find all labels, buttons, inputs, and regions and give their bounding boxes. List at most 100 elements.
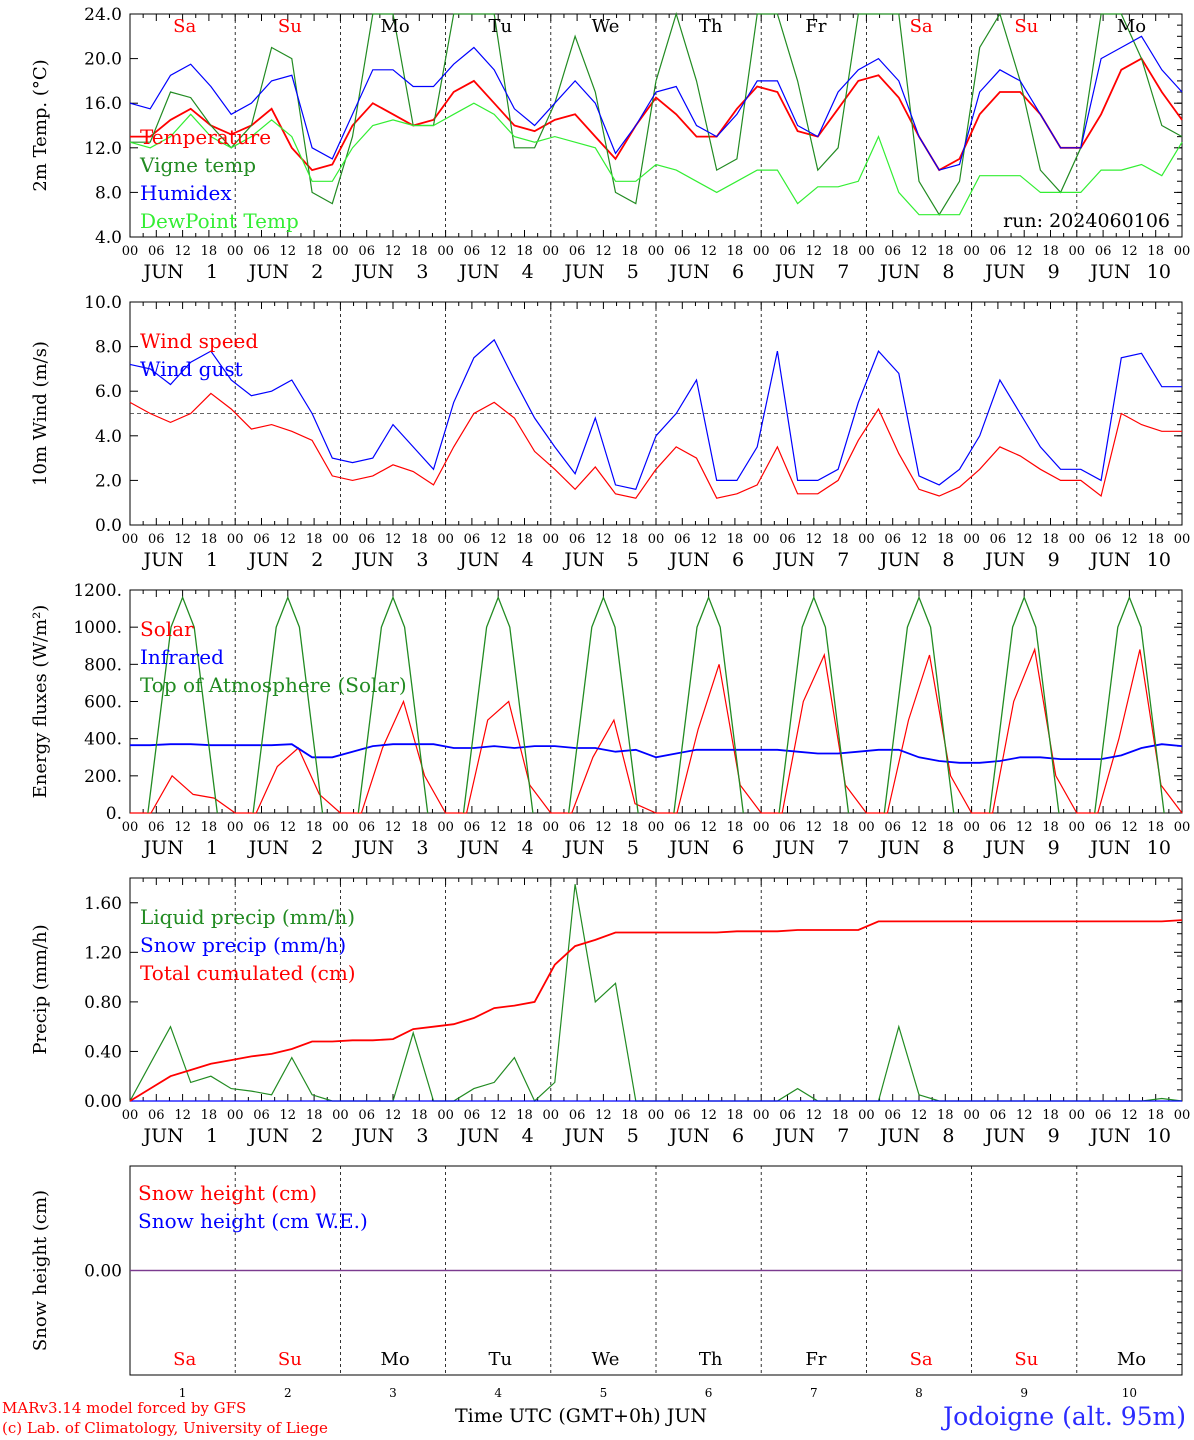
x-hour-label: 18 xyxy=(201,820,218,835)
x-hour-label: 18 xyxy=(201,244,218,259)
x-hour-label: 18 xyxy=(1147,1108,1164,1123)
x-month-label: JUN xyxy=(562,261,604,283)
x-day-label: 1 xyxy=(206,549,218,571)
y-tick-label: 12.0 xyxy=(84,139,122,159)
x-day-label: 8 xyxy=(942,261,954,283)
x-hour-label: 12 xyxy=(174,820,191,835)
x-hour-label: 12 xyxy=(595,1108,612,1123)
x-day-label: 2 xyxy=(311,261,323,283)
x-day-number: 4 xyxy=(494,1386,502,1400)
x-hour-label: 00 xyxy=(1174,1108,1191,1123)
legend-entry: Top of Atmosphere (Solar) xyxy=(140,673,407,697)
x-hour-label: 18 xyxy=(937,532,954,547)
x-hour-label: 00 xyxy=(648,1108,665,1123)
x-hour-label: 06 xyxy=(253,1108,270,1123)
y-tick-label: 0.00 xyxy=(84,1262,122,1282)
x-hour-label: 00 xyxy=(543,820,560,835)
x-hour-label: 00 xyxy=(648,532,665,547)
y-axis-label: Snow height (cm) xyxy=(30,1190,51,1351)
x-hour-label: 12 xyxy=(490,820,507,835)
panel-frame xyxy=(129,13,1183,238)
x-hour-label: 00 xyxy=(1069,532,1086,547)
x-hour-label: 06 xyxy=(253,820,270,835)
x-day-label: 10 xyxy=(1147,261,1171,283)
x-hour-label: 18 xyxy=(1147,820,1164,835)
legend-entry: Wind speed xyxy=(140,329,258,353)
series-toa-solar-day xyxy=(883,595,955,814)
x-month-label: JUN xyxy=(247,1125,289,1147)
x-day-label: 4 xyxy=(522,261,534,283)
weekday-label: Sa xyxy=(910,16,933,37)
x-hour-label: 12 xyxy=(174,1108,191,1123)
x-hour-label: 06 xyxy=(358,1108,375,1123)
x-hour-label: 18 xyxy=(411,244,428,259)
x-hour-label: 12 xyxy=(1016,532,1033,547)
x-hour-label: 12 xyxy=(911,1108,928,1123)
x-hour-label: 06 xyxy=(464,1108,481,1123)
model-credit: MARv3.14 model forced by GFS xyxy=(2,1399,247,1417)
series-toa-solar-day xyxy=(778,595,850,814)
weekday-label: Mo xyxy=(380,1349,409,1370)
legend-entry: Snow height (cm W.E.) xyxy=(138,1209,368,1233)
x-hour-label: 12 xyxy=(700,820,717,835)
x-hour-label: 12 xyxy=(911,532,928,547)
legend-entry: Solar xyxy=(140,617,194,641)
x-hour-label: 00 xyxy=(543,244,560,259)
y-tick-label: 24.0 xyxy=(84,5,122,25)
x-hour-label: 00 xyxy=(122,244,139,259)
x-hour-label: 06 xyxy=(884,532,901,547)
x-hour-label: 12 xyxy=(1016,820,1033,835)
weekday-label: We xyxy=(592,16,620,37)
x-hour-label: 06 xyxy=(569,532,586,547)
series-toa-solar-day xyxy=(673,595,744,814)
x-hour-label: 06 xyxy=(884,820,901,835)
x-day-label: 3 xyxy=(416,261,428,283)
y-tick-label: 0.0 xyxy=(95,516,122,536)
x-hour-label: 00 xyxy=(437,532,454,547)
x-hour-label: 06 xyxy=(569,820,586,835)
x-day-number: 2 xyxy=(284,1386,292,1400)
x-month-label: JUN xyxy=(1088,549,1130,571)
x-day-label: 2 xyxy=(311,1125,323,1147)
x-hour-label: 00 xyxy=(227,1108,244,1123)
weekday-label: Fr xyxy=(805,16,826,37)
x-hour-label: 00 xyxy=(753,532,770,547)
x-day-label: 3 xyxy=(416,549,428,571)
y-tick-label: 200. xyxy=(84,767,122,787)
y-tick-label: 10.0 xyxy=(84,293,122,313)
x-hour-label: 18 xyxy=(832,532,849,547)
x-hour-label: 00 xyxy=(543,1108,560,1123)
x-month-label: JUN xyxy=(773,837,815,859)
x-day-label: 5 xyxy=(627,549,639,571)
x-hour-label: 06 xyxy=(779,532,796,547)
x-hour-label: 00 xyxy=(858,244,875,259)
x-month-label: JUN xyxy=(773,549,815,571)
y-tick-label: 0.80 xyxy=(84,993,122,1013)
x-hour-label: 00 xyxy=(1069,820,1086,835)
x-month-label: JUN xyxy=(142,261,184,283)
x-hour-label: 06 xyxy=(358,244,375,259)
x-hour-label: 06 xyxy=(358,532,375,547)
x-hour-label: 12 xyxy=(911,820,928,835)
x-day-label: 2 xyxy=(311,549,323,571)
x-hour-label: 18 xyxy=(516,1108,533,1123)
x-hour-label: 18 xyxy=(516,820,533,835)
x-month-label: JUN xyxy=(247,837,289,859)
y-tick-label: 1000. xyxy=(73,618,122,638)
x-hour-label: 18 xyxy=(1147,532,1164,547)
x-hour-label: 06 xyxy=(1095,532,1112,547)
x-hour-label: 12 xyxy=(490,532,507,547)
x-day-number: 8 xyxy=(915,1386,923,1400)
x-hour-label: 00 xyxy=(227,820,244,835)
x-hour-label: 12 xyxy=(1016,244,1033,259)
weekday-label: Sa xyxy=(910,1349,933,1370)
x-hour-label: 12 xyxy=(700,532,717,547)
y-tick-label: 1.60 xyxy=(84,894,122,914)
weekday-label: Tu xyxy=(488,1349,512,1370)
x-month-label: JUN xyxy=(983,549,1025,571)
x-month-label: JUN xyxy=(247,261,289,283)
x-hour-label: 06 xyxy=(1095,1108,1112,1123)
x-hour-label: 00 xyxy=(963,244,980,259)
x-hour-label: 06 xyxy=(884,1108,901,1123)
